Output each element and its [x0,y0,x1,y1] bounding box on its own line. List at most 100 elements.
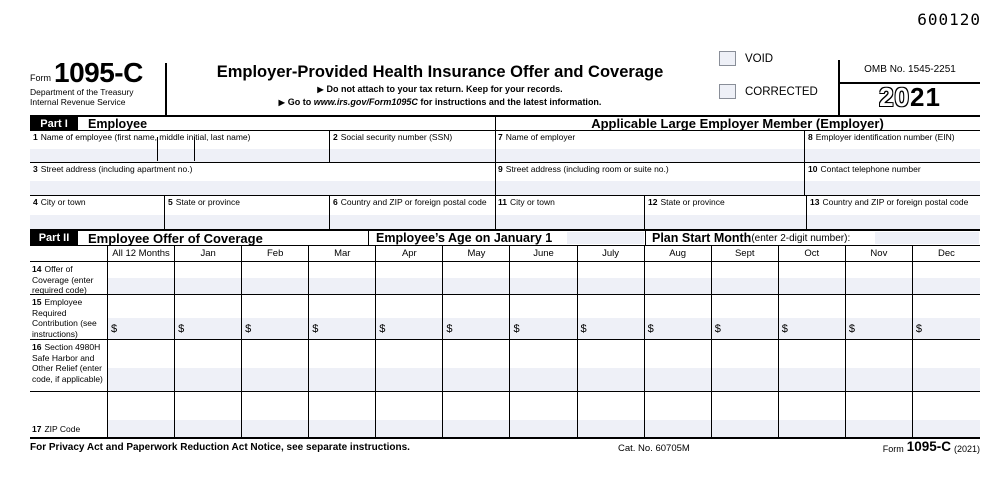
field-3-input[interactable] [30,181,495,195]
table-cell[interactable] [510,262,578,295]
field-7-input[interactable] [495,149,804,162]
table-cell[interactable]: $ [778,295,846,340]
table-cell[interactable]: $ [376,295,444,340]
corrected-checkbox[interactable] [719,84,736,99]
table-cell[interactable] [845,262,913,295]
table-cell[interactable] [175,262,243,295]
field-6-input[interactable] [330,215,495,229]
table-cell[interactable]: $ [309,295,377,340]
dollar-sign: $ [245,323,252,335]
arrow-icon: ▶ [317,85,324,95]
table-cell[interactable] [309,262,377,295]
form-title: Employer-Provided Health Insurance Offer… [216,63,664,81]
omb-number: OMB No. 1545-2251 [864,64,956,75]
agency-line-1: Department of the Treasury [30,86,134,97]
irs-url-link[interactable]: www.irs.gov/Form1095C [313,97,418,108]
row-17-label: 17 ZIP Code [30,392,108,437]
dollar-sign: $ [379,323,386,335]
table-cell[interactable]: $ [510,295,578,340]
table-cell[interactable] [443,340,511,392]
omb-divider [838,60,840,115]
table-cell[interactable] [108,392,176,437]
table-cell[interactable]: $ [711,295,779,340]
form-number: 1095-C [54,57,143,88]
form-id-block: Form 1095-C Department of the Treasury I… [30,57,166,108]
field-4-input[interactable] [30,215,164,229]
table-cell[interactable] [644,262,712,295]
col-header: Feb [242,246,310,262]
row-16-label: 16 Section 4980H Safe Harbor and Other Re… [30,340,108,392]
dollar-sign: $ [915,323,923,335]
table-cell[interactable] [577,392,645,437]
table-cell[interactable] [845,392,913,437]
field-10-input[interactable] [805,181,980,195]
corrected-row: CORRECTED [719,84,818,99]
field-11-input[interactable] [495,215,644,229]
table-cell[interactable]: $ [644,295,712,340]
dollar-sign: $ [312,323,319,335]
omb-underline [838,82,980,84]
dollar-sign: $ [580,323,587,335]
table-cell[interactable]: $ [108,295,176,340]
table-cell[interactable] [510,392,578,437]
table-cell[interactable] [711,392,779,437]
table-cell[interactable] [845,340,913,392]
field-8-input[interactable] [805,149,980,162]
table-cell[interactable] [644,340,712,392]
plan-start-month-input[interactable] [875,232,979,244]
table-cell[interactable] [309,392,377,437]
privacy-notice: For Privacy Act and Paperwork Reduction … [30,442,410,453]
table-cell[interactable] [108,262,176,295]
table-cell[interactable] [711,340,779,392]
table-cell[interactable] [309,340,377,392]
table-cell[interactable] [912,392,981,437]
field-5-input[interactable] [165,215,329,229]
age-input[interactable] [567,232,644,244]
field-7: 7 Name of employer [495,131,805,163]
table-cell[interactable]: $ [845,295,913,340]
table-cell[interactable] [577,340,645,392]
field-13: 13 Country and ZIP or foreign postal code [807,196,980,229]
table-cell[interactable] [443,262,511,295]
table-cell[interactable] [108,340,176,392]
table-cell[interactable] [175,392,243,437]
table-cell[interactable]: $ [577,295,645,340]
table-cell[interactable] [711,262,779,295]
table-cell[interactable] [376,392,444,437]
divider [368,231,369,245]
void-row: VOID [719,51,773,66]
table-cell[interactable] [778,392,846,437]
table-cell[interactable] [443,392,511,437]
table-cell[interactable] [242,392,310,437]
table-cell[interactable] [778,340,846,392]
table-cell[interactable] [778,262,846,295]
table-cell[interactable] [644,392,712,437]
table-cell[interactable] [242,262,310,295]
table-cell[interactable] [577,262,645,295]
field-9-input[interactable] [495,181,804,195]
table-cell[interactable] [242,340,310,392]
part1-right-title: Applicable Large Employer Member (Employ… [591,116,884,131]
void-checkbox[interactable] [719,51,736,66]
table-cell[interactable] [376,262,444,295]
field-1-input[interactable] [30,149,329,162]
tax-year: 2021 [879,82,941,112]
field-12-input[interactable] [645,215,806,229]
field-2-input[interactable] [330,149,495,162]
dollar-sign: $ [513,323,520,335]
table-cell[interactable]: $ [912,295,981,340]
table-cell[interactable] [510,340,578,392]
table-cell[interactable]: $ [443,295,511,340]
table-cell[interactable] [376,340,444,392]
table-cell[interactable] [912,262,981,295]
table-cell[interactable] [175,340,243,392]
dollar-sign: $ [178,323,185,335]
table-cell[interactable]: $ [242,295,310,340]
table-cell[interactable] [912,340,981,392]
subtitle-1: ▶ Do not attach to your tax return. Keep … [317,84,563,95]
table-cell[interactable]: $ [175,295,243,340]
field-13-input[interactable] [807,215,980,229]
corrected-label: CORRECTED [745,85,818,98]
name-separator [157,137,158,161]
dollar-sign: $ [848,323,855,335]
